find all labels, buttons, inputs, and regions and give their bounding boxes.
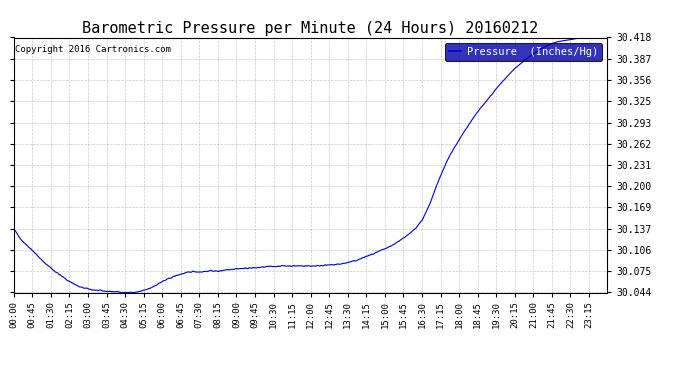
Legend: Pressure  (Inches/Hg): Pressure (Inches/Hg) [444, 43, 602, 61]
Title: Barometric Pressure per Minute (24 Hours) 20160212: Barometric Pressure per Minute (24 Hours… [82, 21, 539, 36]
Text: Copyright 2016 Cartronics.com: Copyright 2016 Cartronics.com [15, 45, 171, 54]
